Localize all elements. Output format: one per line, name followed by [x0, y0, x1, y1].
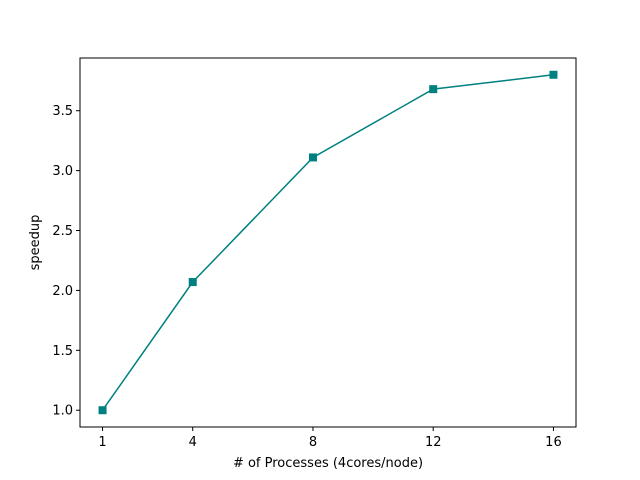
- x-tick-label: 4: [189, 435, 197, 450]
- x-tick-label: 8: [309, 435, 317, 450]
- series-layer: [98, 70, 558, 415]
- y-tick-label: 2.5: [52, 224, 73, 239]
- x-axis-label: # of Processes (4cores/node): [233, 456, 423, 471]
- x-axis-ticks: 1 4 8 12 16: [98, 427, 562, 450]
- y-tick-label: 3.0: [52, 164, 73, 179]
- y-tick-label: 2.0: [52, 284, 73, 299]
- data-point-marker: [308, 153, 317, 162]
- y-tick-label: 1.0: [52, 404, 73, 419]
- x-tick-label: 1: [98, 435, 106, 450]
- x-tick-label: 12: [425, 435, 442, 450]
- y-axis-label: speedup: [28, 215, 43, 271]
- data-point-marker: [188, 278, 197, 287]
- x-tick-label: 16: [545, 435, 562, 450]
- y-tick-label: 3.5: [52, 104, 73, 119]
- plot-area: [79, 57, 577, 428]
- data-point-marker: [429, 85, 438, 94]
- y-tick-label: 1.5: [52, 344, 73, 359]
- data-point-marker: [549, 70, 558, 79]
- data-point-marker: [98, 406, 107, 415]
- y-axis-ticks: 1.0 1.5 2.0 2.5 3.0 3.5: [52, 104, 80, 419]
